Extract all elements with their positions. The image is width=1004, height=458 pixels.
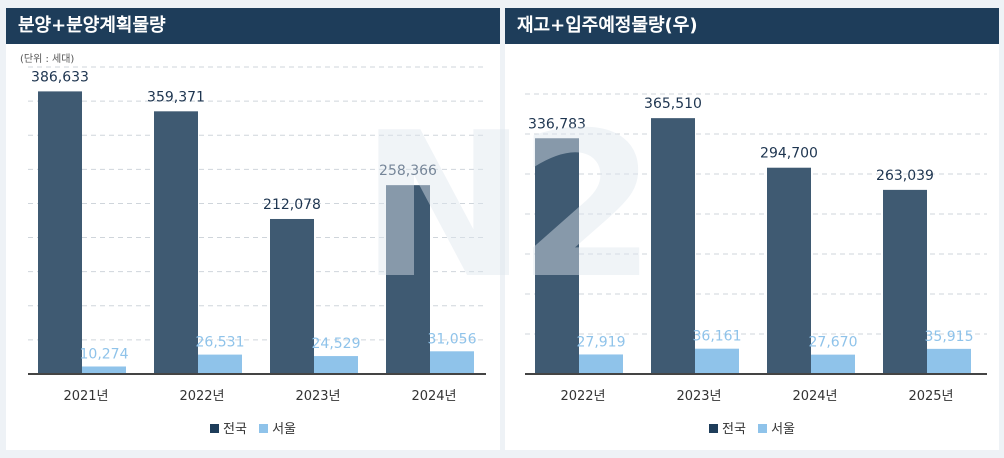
bar-seoul — [198, 354, 242, 374]
bar-national — [767, 167, 811, 374]
data-label-seoul: 36,161 — [693, 329, 742, 345]
bar-national — [386, 185, 430, 374]
legend-swatch-national — [709, 424, 718, 433]
left-chart-panel: 분양+분양계획물량 (단위 : 세대) 386,633 10,274 2021년 35… — [6, 8, 500, 450]
left-legend: 전국 서울 — [6, 418, 500, 437]
legend-label: 서울 — [272, 422, 296, 437]
bar-seoul — [811, 354, 855, 374]
data-label-national: 294,700 — [760, 146, 818, 162]
bar-seoul — [579, 354, 623, 374]
right-chart-title: 재고+입주예정물량(우) — [505, 8, 999, 44]
data-label-national: 258,366 — [379, 163, 437, 179]
x-tick-label: 2023년 — [295, 389, 340, 404]
x-tick-label: 2025년 — [908, 389, 953, 404]
x-tick-label: 2021년 — [63, 389, 108, 404]
legend-label: 전국 — [722, 422, 746, 437]
data-label-national: 365,510 — [644, 96, 702, 112]
bar-seoul — [430, 351, 474, 374]
x-tick-label: 2022년 — [179, 389, 224, 404]
left-chart-title: 분양+분양계획물량 — [6, 8, 500, 44]
x-tick-label: 2022년 — [560, 389, 605, 404]
bar-seoul — [82, 366, 126, 374]
bar-national — [270, 218, 314, 374]
data-label-seoul: 31,056 — [428, 331, 477, 347]
bar-seoul — [927, 348, 971, 374]
data-label-national: 263,039 — [876, 168, 934, 184]
legend-swatch-national — [210, 424, 219, 433]
x-tick-label: 2024년 — [792, 389, 837, 404]
legend-swatch-seoul — [259, 424, 269, 433]
bar-national — [883, 189, 927, 374]
legend-label: 전국 — [223, 422, 247, 437]
bar-national — [38, 91, 82, 375]
x-tick-label: 2024년 — [411, 389, 456, 404]
data-label-seoul: 26,531 — [196, 335, 245, 351]
data-label-national: 212,078 — [263, 197, 321, 213]
data-label-seoul: 24,529 — [312, 336, 361, 352]
legend-item-national: 전국 — [210, 418, 247, 437]
data-label-seoul: 10,274 — [80, 346, 129, 362]
legend-swatch-seoul — [758, 424, 768, 433]
right-legend: 전국 서울 — [505, 418, 999, 437]
data-label-seoul: 27,670 — [809, 335, 858, 351]
left-bar-chart: 386,633 10,274 2021년 359,371 26,531 2022년 212,… — [28, 66, 486, 404]
legend-item-seoul: 서울 — [259, 418, 296, 437]
legend-item-national: 전국 — [709, 418, 746, 437]
bar-seoul — [695, 348, 739, 374]
bar-national — [154, 111, 198, 375]
legend-item-seoul: 서울 — [758, 418, 795, 437]
data-label-national: 336,783 — [528, 116, 586, 132]
unit-note: (단위 : 세대) — [20, 54, 75, 65]
right-bar-chart: 336,783 27,919 2022년 365,510 36,161 2023년 294,… — [525, 93, 987, 404]
legend-label: 서울 — [771, 422, 795, 437]
x-tick-label: 2023년 — [676, 389, 721, 404]
right-chart-panel: 재고+입주예정물량(우) 336,783 27,919 2022년 365,510 36… — [505, 8, 999, 450]
data-label-national: 359,371 — [147, 89, 205, 105]
data-label-seoul: 27,919 — [577, 334, 626, 350]
bar-seoul — [314, 356, 358, 374]
data-label-seoul: 35,915 — [925, 329, 974, 345]
data-label-national: 386,633 — [31, 69, 89, 85]
bar-national — [535, 138, 579, 374]
bar-national — [651, 118, 695, 374]
